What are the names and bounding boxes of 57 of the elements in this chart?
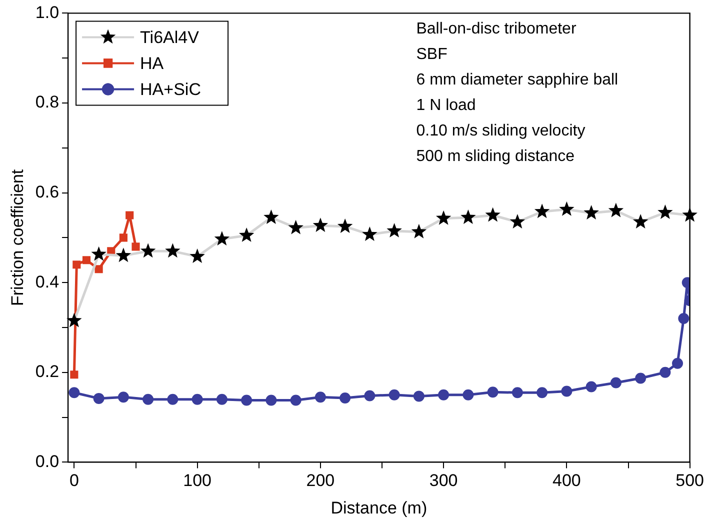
x-tick-label: 200 <box>306 471 335 490</box>
y-tick-label: 0.4 <box>35 272 60 292</box>
annotation: 1 N load <box>416 97 476 114</box>
x-tick-label: 100 <box>183 471 212 490</box>
annotation: SBF <box>416 46 448 64</box>
point <box>266 394 277 406</box>
point <box>93 392 104 404</box>
point <box>635 372 646 384</box>
point <box>142 394 154 405</box>
point <box>119 234 128 242</box>
y-tick-label: 1.0 <box>35 2 60 22</box>
point <box>167 394 178 405</box>
y-tick-label: 0.6 <box>35 182 60 202</box>
point <box>94 265 103 274</box>
annotation: 0.10 m/s sliding velocity <box>416 122 586 140</box>
point <box>82 256 91 264</box>
annotation: Ball-on-disc tribometer <box>416 20 577 38</box>
point <box>364 390 376 402</box>
x-tick-label: 500 <box>676 471 704 490</box>
y-tick-label: 0.2 <box>35 362 60 382</box>
point <box>561 386 572 397</box>
legend-label: Ti6Al4V <box>140 28 200 47</box>
legend-label: HA+SiC <box>140 80 201 99</box>
x-axis-title: Distance (m) <box>330 498 428 518</box>
legend-label: HA <box>140 54 164 73</box>
point <box>536 387 548 398</box>
point <box>413 390 424 402</box>
point <box>314 392 326 403</box>
x-tick-label: 300 <box>429 471 458 490</box>
point <box>586 381 597 392</box>
point <box>126 211 134 220</box>
point <box>290 394 302 406</box>
point <box>660 366 671 378</box>
point <box>340 392 351 404</box>
point <box>192 394 203 405</box>
y-axis-title: Friction coefficient <box>8 169 27 306</box>
point <box>462 389 474 400</box>
point <box>241 394 252 406</box>
point <box>672 358 684 369</box>
point <box>70 370 78 379</box>
point <box>68 387 80 398</box>
point <box>388 389 400 400</box>
y-tick-label: 0.0 <box>35 452 60 471</box>
x-tick-label: 0 <box>69 471 79 490</box>
point <box>72 260 81 269</box>
annotation: 500 m sliding distance <box>416 148 575 166</box>
y-tick-label: 0.8 <box>35 92 60 112</box>
point <box>118 392 129 403</box>
point <box>132 242 140 251</box>
point <box>610 377 622 388</box>
point <box>678 313 690 324</box>
annotation: 6 mm diameter sapphire ball <box>416 72 618 89</box>
x-tick-label: 400 <box>552 471 581 490</box>
point <box>216 394 228 405</box>
point <box>438 389 450 400</box>
point <box>512 387 523 398</box>
point <box>487 386 498 398</box>
